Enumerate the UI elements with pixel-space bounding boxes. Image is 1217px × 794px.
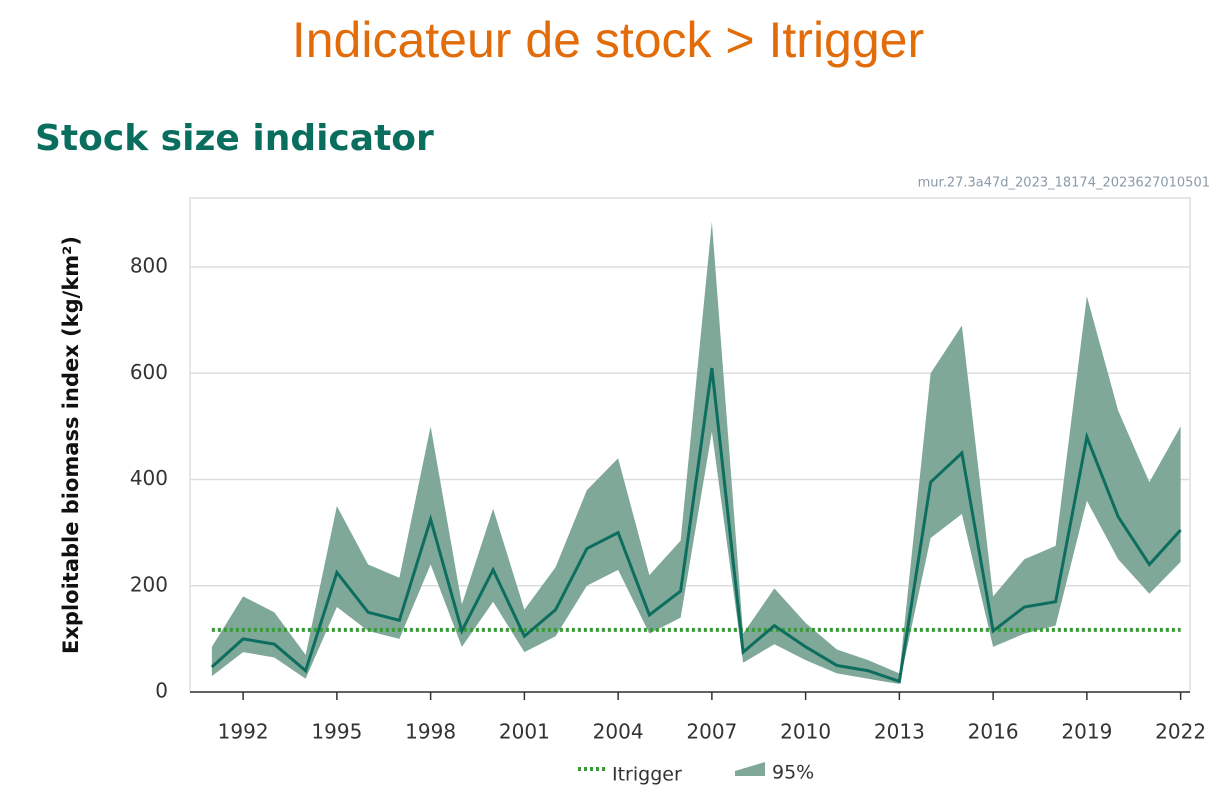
x-tick-label: 1998 (405, 720, 456, 744)
annotation: mur.27.3a47d_2023_18174_2023627010501 (918, 176, 1210, 191)
x-tick-label: 2013 (874, 720, 925, 744)
y-axis-label: Exploitable biomass index (kg/km²) (59, 236, 83, 654)
index-line (210, 367, 1182, 684)
y-tick-label: 800 (130, 254, 168, 278)
x-tick-label: 2007 (686, 720, 737, 744)
x-tick-label: 2016 (968, 720, 1019, 744)
x-tick-label: 2010 (780, 720, 831, 744)
chart-title: Stock size indicator (35, 118, 434, 159)
x-tick-label: 2019 (1061, 720, 1112, 744)
legend-label: Itrigger (612, 764, 682, 786)
slide-title: Indicateur de stock > Itrigger (292, 12, 924, 68)
x-tick-label: 1992 (218, 720, 269, 744)
y-tick-label: 200 (130, 572, 168, 596)
x-tick-label: 1995 (311, 720, 362, 744)
y-tick-label: 600 (130, 360, 168, 384)
y-tick-label: 0 (155, 679, 168, 703)
x-tick-label: 2004 (593, 720, 644, 744)
y-tick-label: 400 (130, 466, 168, 490)
x-tick-label: 2001 (499, 720, 550, 744)
legend-swatch (735, 762, 765, 776)
x-tick-label: 2022 (1155, 720, 1206, 744)
legend-label: 95% (772, 762, 814, 784)
confidence-band (211, 221, 1181, 685)
